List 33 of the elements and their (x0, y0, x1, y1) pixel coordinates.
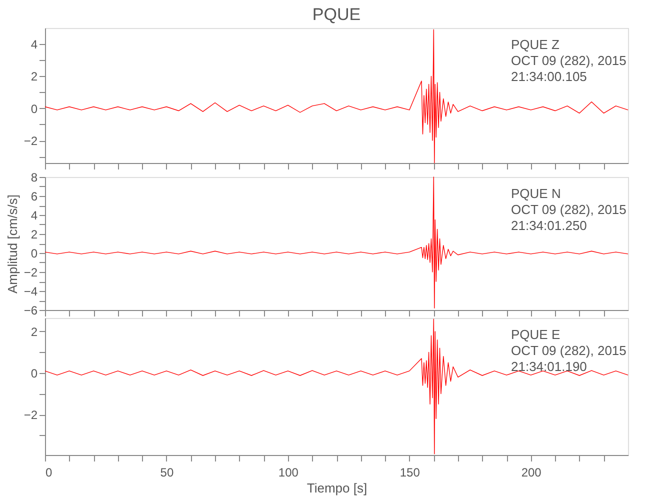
y-tick-label: 2 (30, 70, 38, 84)
annotation: OCT 09 (282), 2015 (511, 53, 626, 68)
y-tick-label: 2 (30, 228, 38, 242)
y-tick-label: −2 (24, 266, 38, 280)
x-tick-label: 200 (521, 466, 542, 480)
y-tick-label: 2 (30, 324, 38, 339)
annotation: 21:34:01.250 (511, 218, 587, 233)
x-tick-label: 0 (46, 466, 52, 480)
y-tick-label: −4 (24, 284, 38, 298)
annotation: PQUE E (511, 327, 560, 342)
y-tick-label: 0 (30, 366, 38, 381)
y-axis-title: Amplitud [cm/s/s] (4, 194, 20, 294)
y-tick-label: −2 (24, 134, 38, 148)
y-tick-label: 0 (30, 246, 38, 260)
annotation: PQUE N (511, 186, 561, 201)
annotation: OCT 09 (282), 2015 (511, 343, 626, 358)
y-tick-label: 4 (30, 38, 38, 52)
chart-title: PQUE (312, 5, 361, 24)
y-tick-label: 8 (30, 170, 38, 184)
annotation: PQUE Z (511, 37, 560, 52)
y-tick-label: 4 (30, 208, 38, 222)
annotation: OCT 09 (282), 2015 (511, 202, 626, 217)
y-tick-label: −2 (24, 408, 38, 422)
x-tick-label: 100 (278, 466, 299, 480)
annotation: 21:34:01.190 (511, 359, 587, 374)
x-axis-title: Tiempo [s] (306, 480, 368, 496)
y-tick-label: −6 (24, 304, 38, 318)
y-tick-label: 0 (30, 102, 38, 116)
x-tick-label: 50 (160, 466, 174, 480)
annotation: 21:34:00.105 (511, 69, 587, 84)
y-tick-label: 6 (30, 190, 38, 204)
line-series (44, 176, 628, 308)
x-tick-label: 150 (400, 466, 420, 480)
